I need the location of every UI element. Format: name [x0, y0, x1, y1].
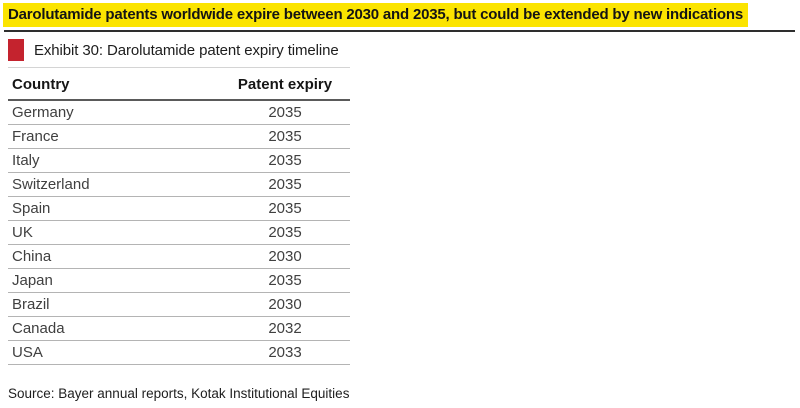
country-cell: Italy: [8, 148, 220, 173]
expiry-cell: 2035: [220, 124, 350, 149]
table-body: Germany 2035 France 2035 Italy 2035 Swit…: [8, 100, 350, 365]
country-cell: Brazil: [8, 292, 220, 317]
expiry-cell: 2032: [220, 316, 350, 341]
country-cell: China: [8, 244, 220, 269]
country-cell: France: [8, 124, 220, 149]
headline-highlighted: Darolutamide patents worldwide expire be…: [3, 3, 748, 27]
country-cell: Canada: [8, 316, 220, 341]
table-row: UK 2035: [8, 220, 350, 245]
column-header-patent-expiry: Patent expiry: [220, 67, 350, 101]
table-row: France 2035: [8, 124, 350, 149]
table-row: Brazil 2030: [8, 292, 350, 317]
table-row: Japan 2035: [8, 268, 350, 293]
table-header: Country Patent expiry: [8, 67, 350, 101]
expiry-cell: 2030: [220, 292, 350, 317]
country-cell: Japan: [8, 268, 220, 293]
exhibit-red-marker: [8, 39, 24, 61]
country-cell: Switzerland: [8, 172, 220, 197]
expiry-cell: 2035: [220, 148, 350, 173]
country-cell: Spain: [8, 196, 220, 221]
exhibit-title: Exhibit 30: Darolutamide patent expiry t…: [34, 41, 339, 59]
table-row: Italy 2035: [8, 148, 350, 173]
table-row: Spain 2035: [8, 196, 350, 221]
country-cell: Germany: [8, 100, 220, 125]
expiry-cell: 2035: [220, 172, 350, 197]
expiry-cell: 2033: [220, 340, 350, 365]
expiry-cell: 2035: [220, 196, 350, 221]
table-row: USA 2033: [8, 340, 350, 365]
horizontal-rule: [4, 30, 795, 32]
table-row: Switzerland 2035: [8, 172, 350, 197]
expiry-cell: 2035: [220, 220, 350, 245]
country-cell: USA: [8, 340, 220, 365]
expiry-cell: 2035: [220, 100, 350, 125]
expiry-cell: 2030: [220, 244, 350, 269]
source-note: Source: Bayer annual reports, Kotak Inst…: [8, 386, 350, 401]
exhibit-header: Exhibit 30: Darolutamide patent expiry t…: [8, 39, 800, 61]
column-header-country: Country: [8, 67, 220, 101]
table-row: China 2030: [8, 244, 350, 269]
country-cell: UK: [8, 220, 220, 245]
table-header-row: Country Patent expiry: [8, 67, 350, 101]
table-row: Germany 2035: [8, 100, 350, 125]
table-row: Canada 2032: [8, 316, 350, 341]
expiry-cell: 2035: [220, 268, 350, 293]
patent-expiry-table: Country Patent expiry Germany 2035 Franc…: [8, 67, 350, 365]
